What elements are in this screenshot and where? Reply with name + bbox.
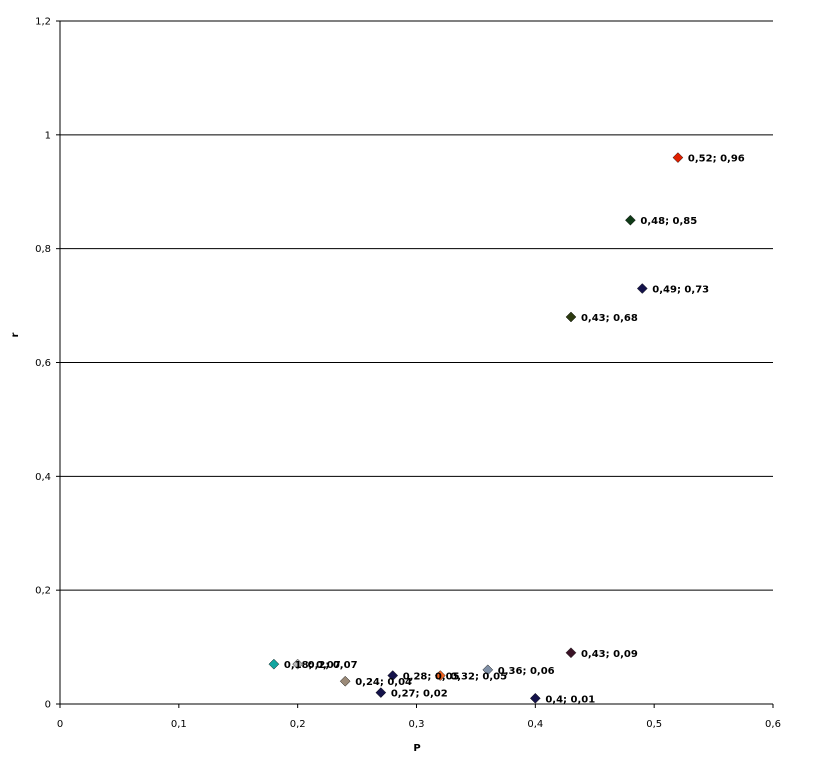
y-tick-label: 0,8 — [35, 244, 51, 255]
x-tick-label: 0,2 — [290, 719, 306, 730]
y-tick-label: 1,2 — [35, 17, 51, 28]
x-tick-label: 0,5 — [646, 719, 662, 730]
x-tick-label: 0,4 — [527, 719, 543, 730]
data-label: 0,28; 0,05 — [403, 672, 460, 683]
data-label: 0,18; 0,07 — [284, 660, 341, 671]
data-label: 0,27; 0,02 — [391, 689, 448, 700]
data-label: 0,36; 0,06 — [498, 666, 555, 677]
data-label: 0,49; 0,73 — [652, 285, 709, 296]
y-tick-labels: 0 0,2 0,4 0,6 0,8 1 1,2 — [35, 17, 51, 711]
y-axis-title: r — [10, 332, 21, 337]
data-point — [482, 664, 494, 676]
x-tick-label: 0,6 — [765, 719, 781, 730]
data-point — [529, 692, 541, 704]
data-point — [292, 658, 304, 670]
data-label: 0,48; 0,85 — [640, 216, 697, 227]
data-point — [565, 311, 577, 323]
data-label: 0,52; 0,96 — [688, 154, 745, 165]
data-point — [339, 675, 351, 687]
data-label: 0,43; 0,68 — [581, 313, 638, 324]
data-point — [636, 283, 648, 294]
data-label: 0,24; 0,04 — [355, 677, 412, 688]
data-point — [268, 658, 280, 670]
data-points — [268, 152, 684, 704]
data-labels: 0,52; 0,96 0,48; 0,85 0,49; 0,73 0,43; 0,68… — [284, 154, 745, 706]
y-tick-label: 1 — [45, 130, 51, 141]
y-tick-label: 0,6 — [35, 358, 51, 369]
x-axis-title: P — [413, 743, 420, 754]
data-point — [375, 687, 387, 698]
data-point — [565, 647, 577, 659]
data-label: 0,2; 0,07 — [308, 660, 358, 671]
data-label: 0,43; 0,09 — [581, 649, 638, 660]
x-tick-label: 0 — [57, 719, 63, 730]
x-tick-label: 0,1 — [171, 719, 187, 730]
data-point — [672, 152, 684, 163]
axes — [56, 20, 774, 708]
y-tick-label: 0,2 — [35, 586, 51, 597]
y-tick-label: 0,4 — [35, 472, 51, 483]
x-tick-label: 0,3 — [409, 719, 425, 730]
data-label: 0,32; 0,05 — [450, 672, 507, 683]
gridlines — [60, 20, 773, 591]
data-label: 0,4; 0,01 — [545, 694, 595, 705]
data-point — [434, 670, 446, 681]
data-point — [625, 214, 636, 226]
y-tick-label: 0 — [45, 700, 51, 711]
data-point — [387, 670, 399, 681]
x-tick-labels: 0 0,1 0,2 0,3 0,4 0,5 0,6 — [57, 719, 781, 730]
